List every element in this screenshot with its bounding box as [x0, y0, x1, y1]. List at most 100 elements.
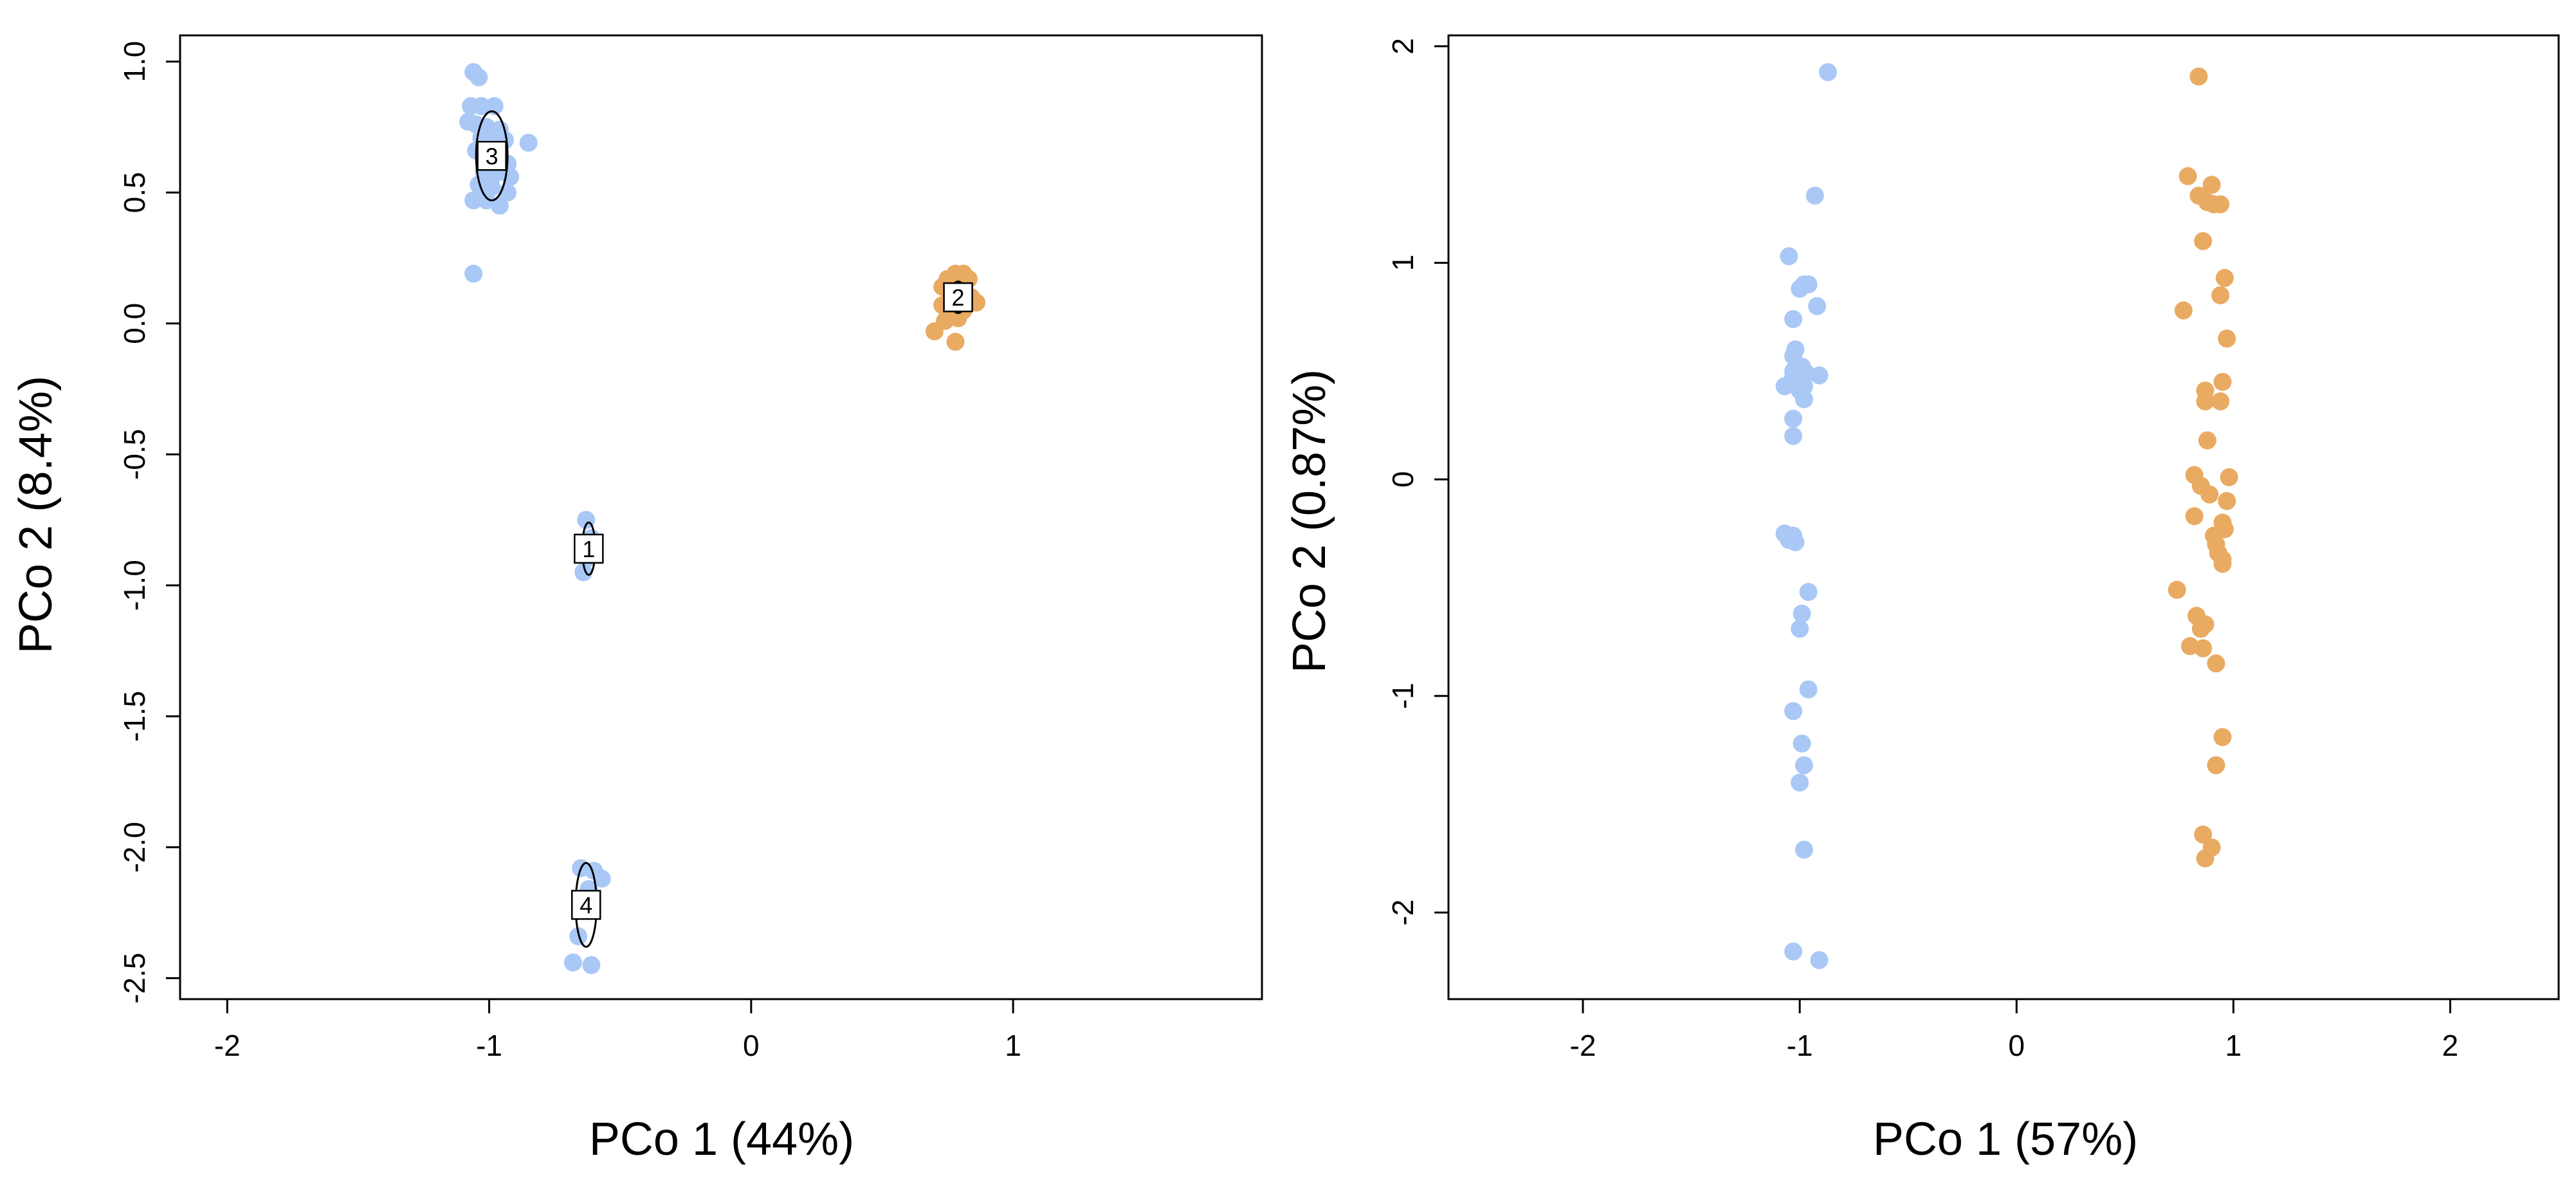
right-series-0-point — [1775, 377, 1794, 396]
left-series-1-point — [925, 322, 944, 340]
right-series-1-point — [2196, 392, 2215, 410]
right-series-1-point — [2213, 728, 2232, 746]
right-x-tick-label: -2 — [1570, 1029, 1596, 1062]
right-series-1-point — [2189, 67, 2208, 86]
left-series-0-point — [592, 869, 611, 888]
right-series-0-point — [1799, 680, 1818, 699]
right-series-1-point — [2194, 639, 2213, 658]
right-series-0-point — [1795, 756, 1813, 775]
right-series-1-point — [2194, 825, 2213, 844]
right-series-0-point — [1784, 427, 1803, 445]
right-series-1-point — [2213, 373, 2232, 391]
right-y-axis-title: PCo 2 (0.87%) — [1284, 369, 1335, 673]
right-series-0-point — [1791, 279, 1809, 298]
left-x-tick-label: 1 — [1005, 1029, 1021, 1062]
right-series-1-point — [2185, 507, 2204, 526]
left-x-axis-title: PCo 1 (44%) — [589, 1114, 854, 1165]
left-series-0-point — [582, 956, 601, 975]
left-y-tick-label: -1.0 — [118, 560, 151, 611]
right-series-0-point — [1780, 247, 1798, 266]
left-y-tick-label: 0.0 — [118, 303, 151, 344]
cluster-4-label: 4 — [580, 892, 592, 918]
right-y-tick-label: 0 — [1386, 471, 1420, 488]
left-series-0-point — [464, 264, 483, 283]
right-x-tick-label: -1 — [1787, 1029, 1813, 1062]
right-x-tick-label: 1 — [2225, 1029, 2242, 1062]
left-x-tick-label: 0 — [743, 1029, 760, 1062]
right-y-tick-label: -2 — [1386, 899, 1420, 926]
right-series-1-point — [2168, 580, 2186, 599]
right-series-1-point — [2211, 392, 2230, 410]
right-series-0-point — [1799, 583, 1818, 602]
cluster-4-label-box — [571, 890, 601, 920]
left-y-tick-label: 1.0 — [118, 41, 151, 82]
left-plot-frame — [179, 34, 1263, 1000]
right-series-1-point — [2174, 301, 2193, 320]
right-series-0-point — [1808, 297, 1827, 315]
left-y-tick-label: -2.0 — [118, 822, 151, 872]
right-series-1-point — [2218, 492, 2236, 510]
cluster-3-label-box — [477, 141, 507, 171]
right-series-0-point — [1818, 63, 1837, 82]
left-series-0-point — [490, 196, 509, 215]
left-y-tick-label: -2.5 — [118, 953, 151, 1004]
right-series-0-point — [1805, 187, 1824, 205]
right-series-0-point — [1810, 366, 1829, 385]
left-y-tick-label: 0.5 — [118, 172, 151, 213]
cluster-3-label: 3 — [486, 143, 498, 169]
right-series-0-point — [1791, 620, 1809, 638]
right-series-0-point — [1793, 734, 1811, 753]
left-series-1-point — [946, 333, 965, 351]
left-x-tick-label: -2 — [214, 1029, 241, 1062]
right-series-1-point — [2220, 468, 2238, 486]
left-y-axis-title: PCo 2 (8.4%) — [10, 376, 62, 654]
left-y-tick-label: -1.5 — [118, 691, 151, 742]
right-series-0-point — [1784, 409, 1803, 428]
left-y-tick-label: -0.5 — [118, 429, 151, 480]
right-series-0-point — [1784, 309, 1803, 328]
right-series-0-point — [1795, 390, 1813, 409]
right-series-1-point — [2200, 485, 2219, 504]
right-plot-frame — [1447, 34, 2560, 1000]
left-series-0-point — [485, 97, 504, 115]
right-series-1-point — [2202, 176, 2221, 194]
right-y-tick-label: 1 — [1386, 255, 1420, 271]
right-series-1-point — [2207, 756, 2225, 775]
cluster-3-ellipse — [475, 110, 509, 201]
right-x-tick-label: 0 — [2008, 1029, 2025, 1062]
right-y-tick-label: 2 — [1386, 38, 1420, 55]
right-series-1-point — [2207, 654, 2225, 673]
right-series-1-point — [2179, 167, 2197, 185]
cluster-1-label-box — [574, 533, 604, 564]
right-series-1-point — [2194, 232, 2213, 250]
right-series-1-point — [2198, 431, 2216, 450]
right-series-0-point — [1784, 702, 1803, 721]
right-x-tick-label: 2 — [2442, 1029, 2459, 1062]
right-series-0-point — [1786, 533, 1805, 551]
left-series-0-point — [464, 191, 483, 210]
right-series-1-point — [2218, 329, 2236, 348]
right-series-0-point — [1793, 604, 1811, 623]
right-series-1-point — [2213, 555, 2232, 573]
right-series-0-point — [1791, 773, 1809, 792]
right-x-axis-title: PCo 1 (57%) — [1873, 1114, 2138, 1165]
right-pco-scatter-plot: PCo 1 (57%) PCo 2 (0.87%) -2 -1 0 1 2 2 1 0 -1 -2 — [1284, 34, 2560, 1165]
left-series-0-point — [470, 68, 488, 87]
right-series-1-point — [2191, 620, 2210, 638]
cluster-2-label: 2 — [952, 284, 965, 311]
left-x-tick-label: -1 — [476, 1029, 502, 1062]
left-series-0-point — [563, 953, 582, 972]
right-series-1-point — [2211, 286, 2230, 304]
left-series-0-point — [472, 97, 491, 115]
cluster-2-label-box — [943, 282, 973, 313]
right-y-tick-label: -1 — [1386, 683, 1420, 709]
right-series-1-point — [2215, 269, 2234, 288]
cluster-1-label: 1 — [582, 536, 595, 562]
right-series-1-point — [2196, 849, 2215, 868]
left-pco-scatter-plot: PCo 1 (44%) PCo 2 (8.4%) -2 -1 0 1 1.0 0.5 0.0… — [10, 34, 1263, 1165]
left-series-0-point — [574, 563, 593, 582]
right-series-1-point — [2211, 195, 2230, 214]
left-series-0-point — [519, 133, 538, 152]
right-series-0-point — [1784, 942, 1803, 961]
